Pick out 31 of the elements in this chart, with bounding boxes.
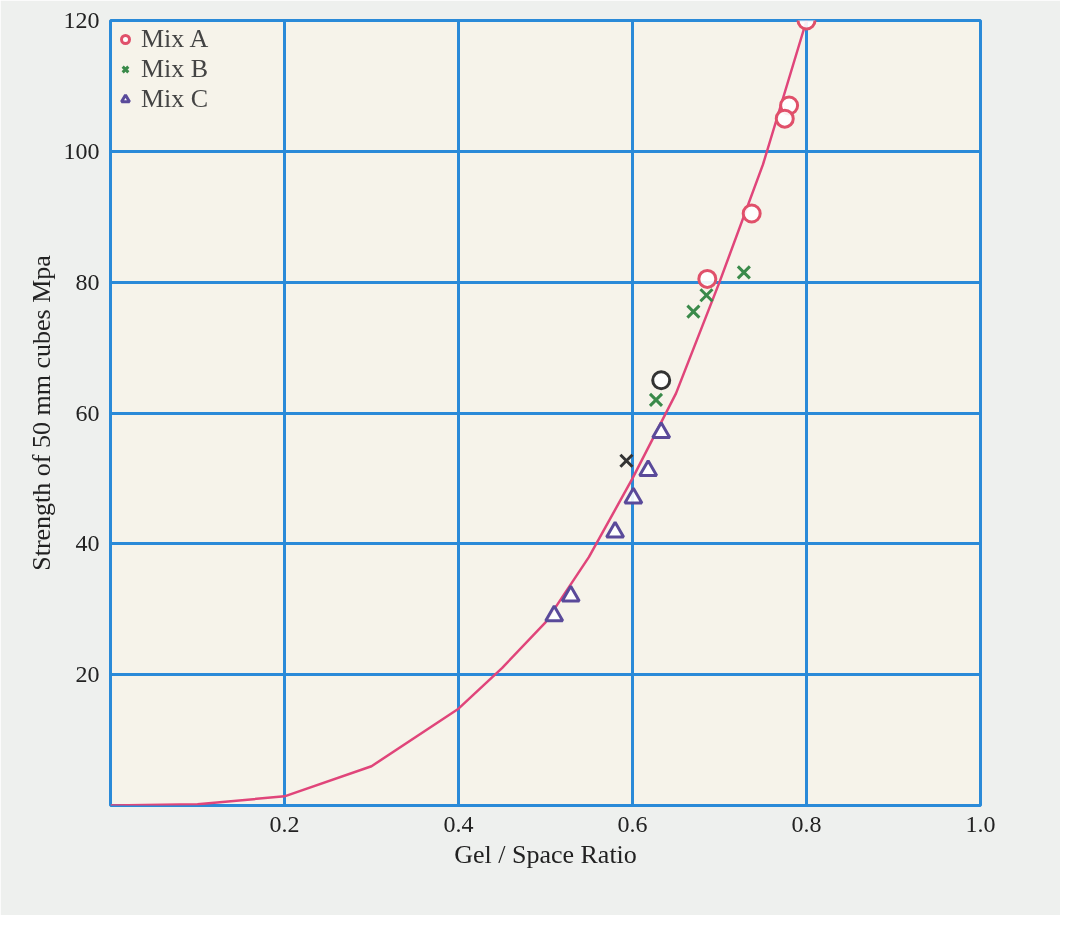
y-tick-label: 60 [75, 399, 100, 426]
y-tick-label: 20 [75, 661, 100, 688]
x-tick-label: 0.2 [269, 810, 300, 837]
point [623, 486, 644, 505]
x-tick-label: 0.8 [791, 810, 822, 837]
legend-label: Mix C [141, 84, 209, 114]
legend-label: Mix B [141, 54, 209, 84]
point [618, 453, 634, 469]
point [697, 268, 718, 289]
y-tick-label: 100 [63, 137, 100, 164]
y-tick-label: 120 [63, 7, 100, 33]
y-axis-title: Strength of 50 mm cubes Mpa [26, 254, 56, 571]
point [605, 520, 626, 539]
y-tick-label: 80 [75, 268, 100, 295]
point [741, 203, 762, 224]
point [638, 459, 659, 477]
point [651, 421, 672, 440]
x-axis-title: Gel / Space Ratio [454, 839, 637, 869]
point [544, 604, 565, 623]
point [736, 264, 752, 280]
point [651, 370, 672, 391]
point [648, 392, 664, 408]
point [698, 287, 714, 303]
x-tick-label: 0.4 [443, 810, 474, 837]
y-tick-label: 40 [75, 530, 100, 557]
x-tick-label: 1.0 [965, 810, 996, 837]
point [560, 584, 581, 603]
point [774, 108, 795, 129]
point [685, 304, 701, 320]
x-tick-label: 0.6 [617, 810, 648, 837]
legend-label: Mix A [141, 24, 209, 54]
